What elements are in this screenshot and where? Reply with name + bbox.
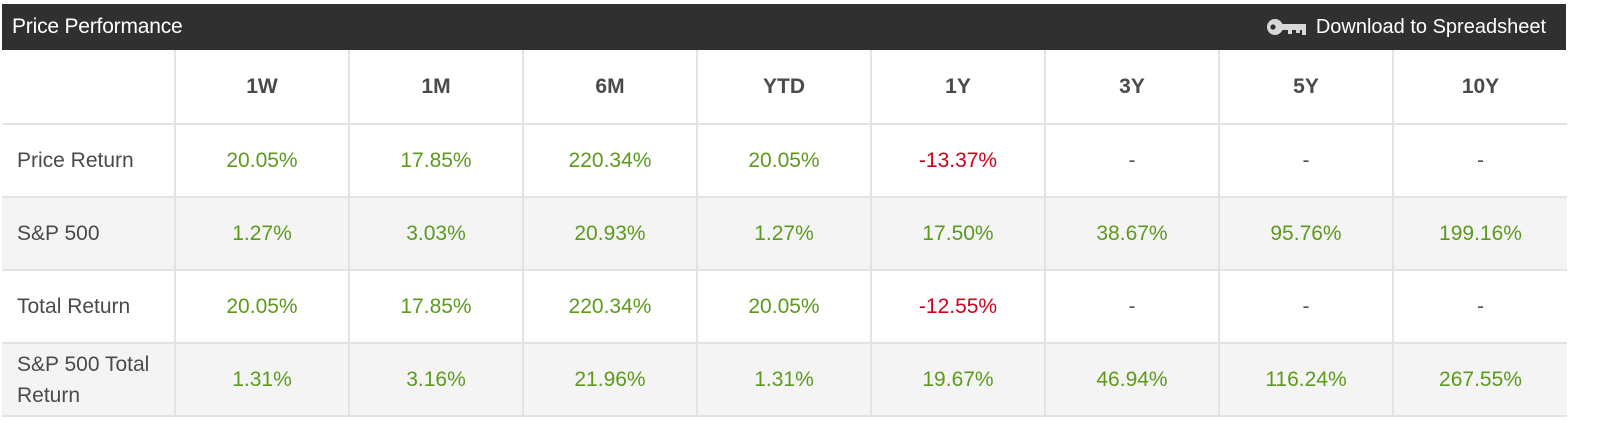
column-header-5y: 5Y (1219, 50, 1394, 125)
price-performance-panel: Price Performance Download to Spreadshee… (2, 4, 1567, 417)
table-cell: 20.05% (175, 124, 350, 198)
row-label: Price Return (2, 124, 176, 198)
download-label: Download to Spreadsheet (1315, 15, 1546, 38)
table-cell: 17.85% (349, 124, 524, 198)
table-cell: 21.96% (523, 343, 698, 417)
table-cell: - (1219, 124, 1394, 198)
table-cell: 1.27% (175, 197, 350, 271)
table-cell: 19.67% (871, 343, 1046, 417)
table-cell: 20.05% (697, 270, 872, 344)
table-cell: -13.37% (871, 124, 1046, 198)
panel-title: Price Performance (12, 15, 183, 38)
panel-header: Price Performance Download to Spreadshee… (2, 4, 1566, 50)
corner-cell (2, 50, 176, 125)
table-cell: 38.67% (1045, 197, 1220, 271)
download-spreadsheet-button[interactable]: Download to Spreadsheet (1266, 16, 1546, 39)
key-icon (1266, 17, 1308, 37)
performance-table: 1W 1M 6M YTD 1Y 3Y 5Y 10Y Price Return 2… (2, 50, 1567, 417)
table-cell: - (1045, 270, 1220, 344)
header-row: 1W 1M 6M YTD 1Y 3Y 5Y 10Y (2, 50, 1567, 125)
column-header-10y: 10Y (1393, 50, 1567, 125)
table-cell: 220.34% (523, 124, 698, 198)
table-cell: 20.05% (175, 270, 350, 344)
table-cell: 20.93% (523, 197, 698, 271)
table-cell: - (1393, 124, 1567, 198)
table-cell: 199.16% (1393, 197, 1567, 271)
table-cell: 220.34% (523, 270, 698, 344)
table-cell: 267.55% (1393, 343, 1567, 417)
table-cell: 95.76% (1219, 197, 1394, 271)
table-cell: -12.55% (871, 270, 1046, 344)
table-cell: 116.24% (1219, 343, 1394, 417)
row-label: Total Return (2, 270, 176, 344)
table-row-sp500: S&P 500 1.27% 3.03% 20.93% 1.27% 17.50% … (2, 197, 1567, 271)
table-row-sp500-total-return: S&P 500 Total Return 1.31% 3.16% 21.96% … (2, 343, 1567, 417)
row-label: S&P 500 Total Return (2, 343, 176, 417)
column-header-1y: 1Y (871, 50, 1046, 125)
table-cell: 20.05% (697, 124, 872, 198)
table-cell: 3.03% (349, 197, 524, 271)
column-header-6m: 6M (523, 50, 698, 125)
table-cell: 1.31% (697, 343, 872, 417)
table-row-total-return: Total Return 20.05% 17.85% 220.34% 20.05… (2, 270, 1567, 344)
column-header-1w: 1W (175, 50, 350, 125)
table-row-price-return: Price Return 20.05% 17.85% 220.34% 20.05… (2, 124, 1567, 198)
table-cell: 17.50% (871, 197, 1046, 271)
table-cell: 1.27% (697, 197, 872, 271)
row-label: S&P 500 (2, 197, 176, 271)
table-cell: 1.31% (175, 343, 350, 417)
table-cell: 3.16% (349, 343, 524, 417)
column-header-1m: 1M (349, 50, 524, 125)
table-cell: 46.94% (1045, 343, 1220, 417)
column-header-3y: 3Y (1045, 50, 1220, 125)
table-cell: 17.85% (349, 270, 524, 344)
column-header-ytd: YTD (697, 50, 872, 125)
table-cell: - (1219, 270, 1394, 344)
table-cell: - (1045, 124, 1220, 198)
table-cell: - (1393, 270, 1567, 344)
